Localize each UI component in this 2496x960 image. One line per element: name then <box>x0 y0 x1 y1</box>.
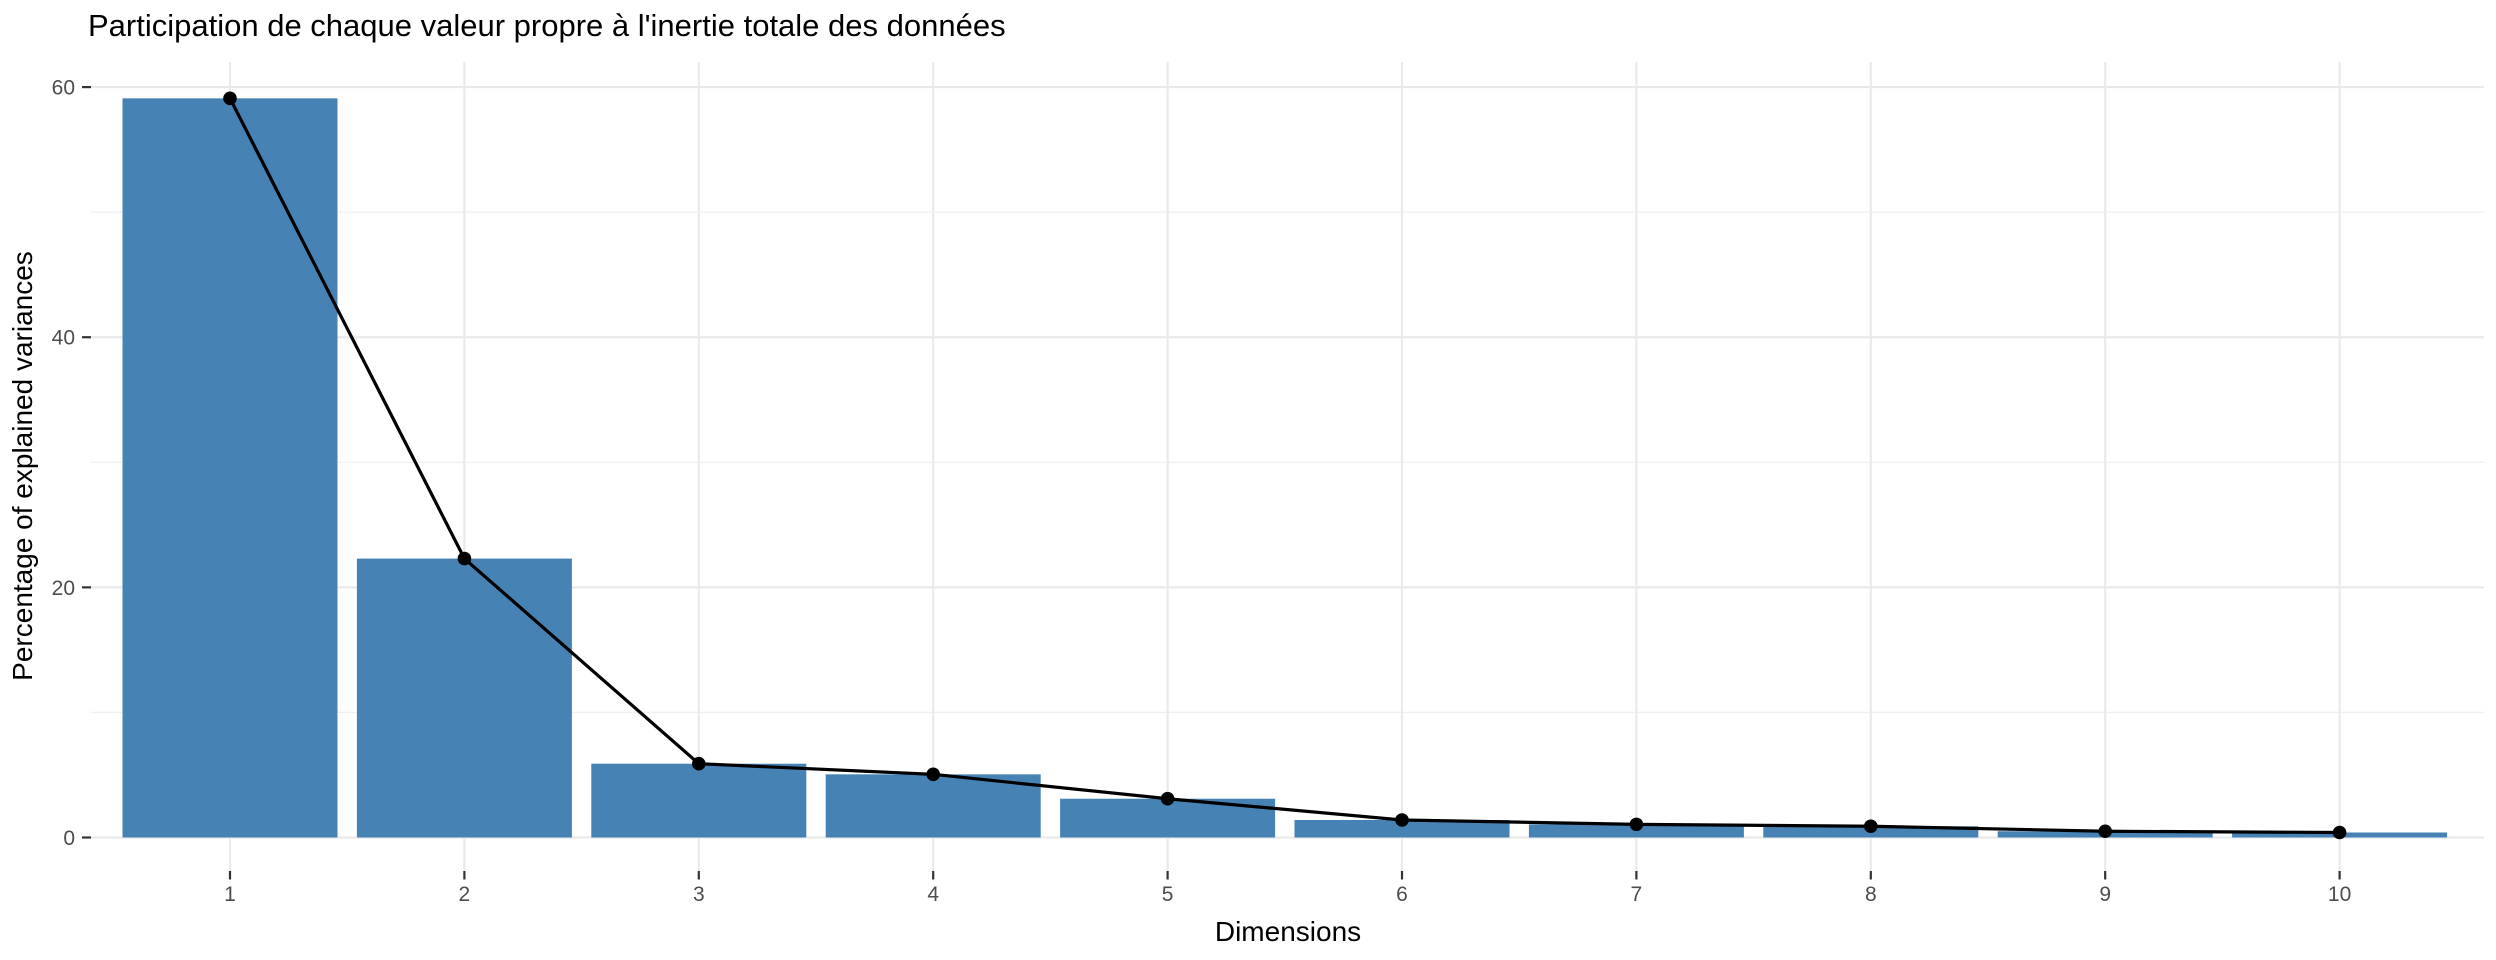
eigenvalue-point <box>2332 825 2347 840</box>
y-tick-label: 0 <box>63 827 75 850</box>
x-tick-label: 5 <box>1162 883 1174 906</box>
y-tick-label: 60 <box>52 77 75 100</box>
x-tick-label: 7 <box>1631 883 1643 906</box>
x-tick-label: 2 <box>459 883 471 906</box>
chart-title: Participation de chaque valeur propre à … <box>88 8 1006 43</box>
bar <box>1294 819 1510 838</box>
x-tick-label: 4 <box>927 883 939 906</box>
x-tick-label: 9 <box>2099 883 2111 906</box>
eigenvalue-point <box>223 91 237 106</box>
plot-layers: 0 20 40 60 1 2 3 4 5 6 7 8 9 10 <box>52 62 2484 906</box>
bar <box>591 763 807 838</box>
bar <box>825 774 1041 838</box>
bar <box>122 98 338 838</box>
x-axis-title: Dimensions <box>1215 916 1361 947</box>
eigenvalue-point <box>457 551 472 566</box>
x-tick-label: 6 <box>1396 883 1408 906</box>
eigenvalue-point <box>1395 813 1409 827</box>
scree-line <box>228 97 2340 835</box>
eigenvalue-point <box>1160 791 1175 806</box>
y-tick-label: 40 <box>52 327 75 350</box>
y-tick-label: 20 <box>52 577 75 600</box>
eigenvalue-point <box>1864 819 1878 834</box>
eigenvalue-point <box>692 756 706 771</box>
x-tick-label: 1 <box>224 883 236 906</box>
x-tick-label: 8 <box>1865 883 1877 906</box>
bar <box>356 558 572 838</box>
eigenvalue-point <box>2098 824 2112 839</box>
x-tick-label: 10 <box>2328 883 2351 906</box>
eigenvalue-point <box>926 767 940 782</box>
y-axis-title: Percentage of explained variances <box>7 251 38 681</box>
x-tick-label: 3 <box>693 883 705 906</box>
eigenvalue-point <box>1629 817 1644 832</box>
